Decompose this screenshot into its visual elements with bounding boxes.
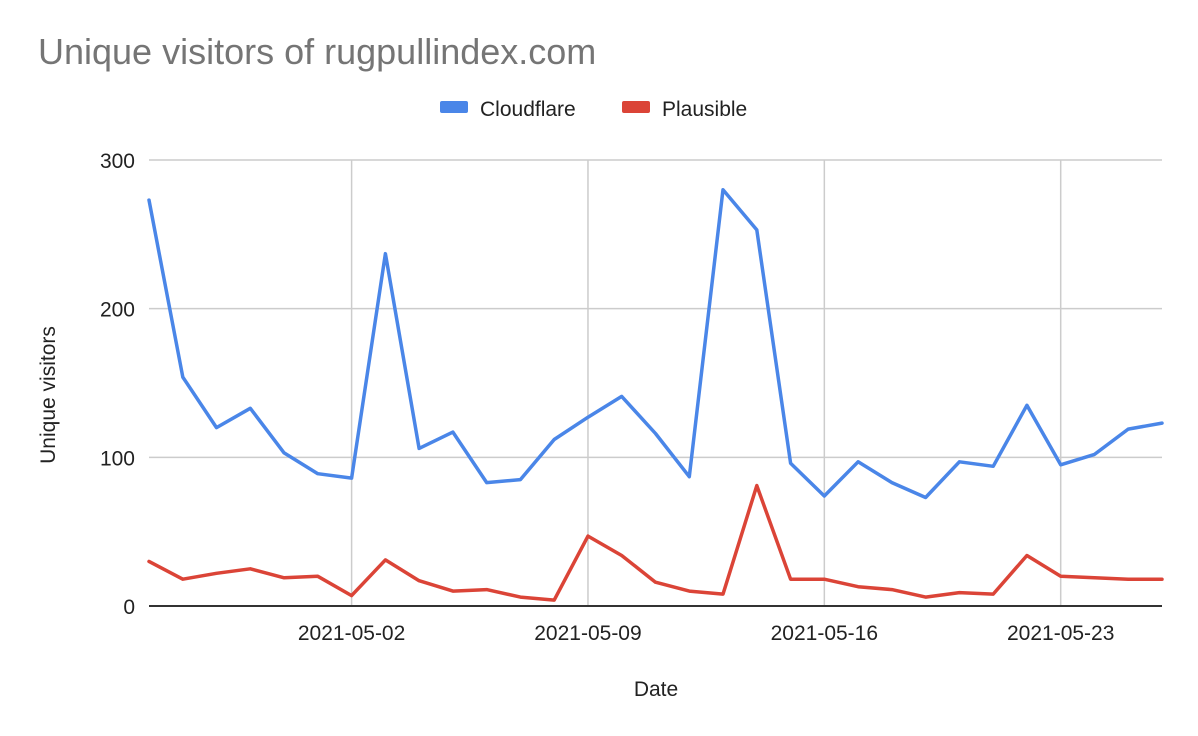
series-line-plausible [147, 483, 1164, 602]
legend-swatch-cloudflare [440, 101, 468, 113]
grid-lines [149, 159, 1162, 606]
series-line-cloudflare [147, 187, 1164, 500]
y-tick-label: 200 [100, 299, 135, 322]
legend-label-plausible: Plausible [662, 98, 747, 121]
x-tick-label: 2021-05-16 [771, 622, 878, 645]
legend: Cloudflare Plausible [440, 98, 747, 121]
y-axis-ticks: 0 100 200 300 [100, 150, 135, 619]
x-tick-label: 2021-05-09 [534, 622, 641, 645]
y-axis-title: Unique visitors [37, 326, 60, 464]
chart-title: Unique visitors of rugpullindex.com [38, 31, 596, 72]
series-lines [147, 187, 1164, 602]
legend-swatch-plausible [622, 101, 650, 113]
y-tick-label: 0 [123, 596, 135, 619]
x-axis-ticks: 2021-05-02 2021-05-09 2021-05-16 2021-05-23 [298, 622, 1115, 645]
legend-label-cloudflare: Cloudflare [480, 98, 576, 121]
x-axis-title: Date [634, 678, 678, 701]
x-tick-label: 2021-05-02 [298, 622, 405, 645]
y-tick-label: 300 [100, 150, 135, 173]
legend-item-plausible: Plausible [622, 98, 747, 121]
y-tick-label: 100 [100, 447, 135, 470]
legend-item-cloudflare: Cloudflare [440, 98, 576, 121]
x-tick-label: 2021-05-23 [1007, 622, 1114, 645]
